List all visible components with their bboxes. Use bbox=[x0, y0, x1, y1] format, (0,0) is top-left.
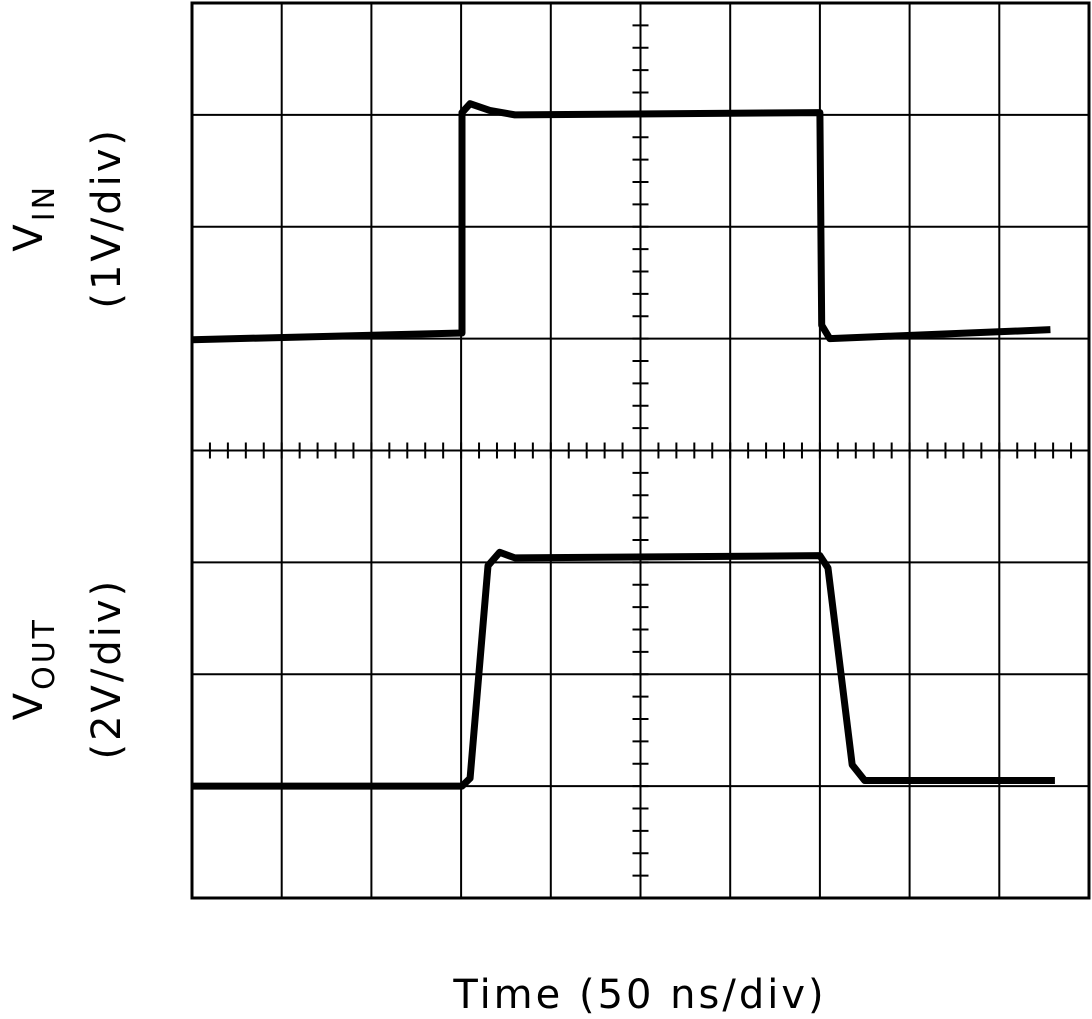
x-axis-label: Time (50 ns/div) bbox=[452, 972, 826, 1018]
trace-label: VOUT (2V/div) bbox=[6, 578, 130, 760]
trace-name-sub: OUT bbox=[27, 617, 62, 690]
trace-label: VIN (1V/div) bbox=[6, 127, 130, 309]
trace bbox=[192, 548, 1055, 790]
plot-frame bbox=[190, 1, 1091, 900]
trace-name-main: V bbox=[6, 690, 52, 720]
trace-name-main: V bbox=[6, 221, 52, 251]
trace bbox=[191, 100, 1051, 344]
trace-scale: (2V/div) bbox=[84, 578, 130, 760]
trace-name-sub: IN bbox=[27, 184, 62, 221]
trace-name: VIN bbox=[6, 184, 62, 252]
trace-name: VOUT bbox=[6, 617, 62, 720]
trace-scale: (1V/div) bbox=[84, 127, 130, 309]
